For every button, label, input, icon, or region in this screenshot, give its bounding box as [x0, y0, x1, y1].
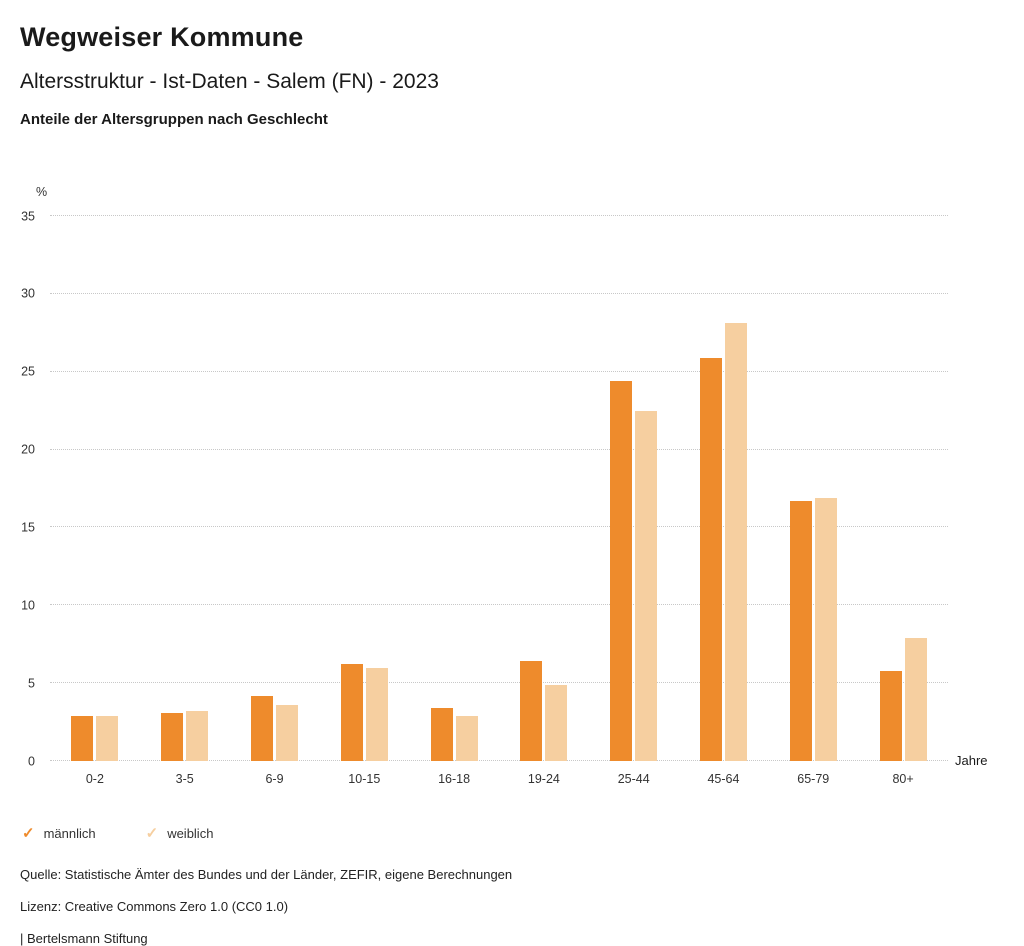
bar-männlich-0-2[interactable]	[71, 715, 94, 761]
bar-group-45-64	[699, 216, 747, 761]
bar-group-65-79	[789, 216, 837, 761]
bar-männlich-10-15[interactable]	[340, 664, 363, 761]
bar-weiblich-19-24[interactable]	[545, 684, 568, 761]
bar-männlich-16-18[interactable]	[430, 708, 453, 761]
bar-männlich-3-5[interactable]	[161, 712, 184, 761]
gridline	[50, 682, 948, 684]
checkmark-icon: ✓	[145, 825, 159, 842]
y-tick-label: 30	[21, 286, 35, 301]
bar-group-6-9	[250, 216, 298, 761]
gridline	[50, 604, 948, 606]
bar-weiblich-10-15[interactable]	[365, 667, 388, 761]
license-text: Lizenz: Creative Commons Zero 1.0 (CC0 1…	[20, 899, 289, 914]
bar-group-16-18	[430, 216, 478, 761]
y-axis-unit-label: %	[36, 185, 48, 199]
x-tick-label: 65-79	[797, 772, 830, 786]
gridline	[50, 370, 948, 372]
bar-weiblich-0-2[interactable]	[96, 715, 119, 761]
bar-chart: % Jahre 0 5 10 15 20 25 30 35 0-2 3-5 6-9 10-15 16-…	[21, 185, 1004, 786]
x-tick-label: 19-24	[527, 772, 560, 786]
bar-group-3-5	[161, 216, 209, 761]
page-title: Wegweiser Kommune	[20, 22, 304, 52]
bar-weiblich-65-79[interactable]	[814, 497, 837, 761]
x-tick-label: 6-9	[265, 772, 284, 786]
x-axis-labels: 0-2 3-5 6-9 10-15 16-18 19-24 25-44 45-64 65-79 8…	[50, 772, 948, 786]
attribution-text: | Bertelsmann Stiftung	[20, 931, 148, 946]
y-tick-label: 0	[28, 753, 35, 768]
bar-weiblich-25-44[interactable]	[635, 410, 658, 761]
bar-weiblich-80+[interactable]	[904, 638, 927, 761]
legend-item-weiblich[interactable]: ✓ weiblich	[146, 826, 214, 841]
y-tick-label: 5	[28, 675, 35, 690]
legend-label: männlich	[43, 826, 96, 841]
bar-group-0-2	[71, 216, 119, 761]
gridline	[50, 215, 948, 216]
x-tick-label: 80+	[892, 772, 914, 786]
bar-weiblich-45-64[interactable]	[724, 323, 747, 761]
plot-area: % Jahre 0 5 10 15 20 25 30 35	[21, 185, 987, 768]
gridline	[50, 760, 948, 761]
bar-group-19-24	[520, 216, 568, 761]
chart-footer: Quelle: Statistische Ämter des Bundes un…	[20, 867, 1004, 946]
bar-group-25-44	[610, 216, 658, 761]
bar-weiblich-3-5[interactable]	[186, 711, 209, 761]
y-tick-label: 35	[21, 208, 35, 223]
bar-group-80+	[879, 216, 927, 761]
chart-subtitle: Altersstruktur - Ist-Daten - Salem (FN) …	[20, 70, 439, 93]
y-tick-label: 20	[21, 442, 35, 457]
legend-item-männlich[interactable]: ✓ männlich	[22, 826, 96, 841]
x-tick-label: 0-2	[85, 772, 104, 786]
gridline	[50, 448, 948, 450]
x-tick-label: 16-18	[438, 772, 471, 786]
checkmark-icon: ✓	[22, 825, 35, 842]
gridline	[50, 526, 948, 528]
gridline	[50, 292, 948, 294]
chart-legend: ✓ männlich ✓ weiblich	[22, 826, 1004, 841]
y-tick-label: 25	[21, 364, 35, 379]
y-tick-label: 15	[21, 520, 35, 535]
bars-container	[50, 216, 948, 761]
bar-männlich-6-9[interactable]	[250, 695, 273, 761]
bar-männlich-19-24[interactable]	[520, 661, 543, 761]
x-tick-label: 25-44	[617, 772, 650, 786]
legend-label: weiblich	[167, 826, 214, 841]
bar-weiblich-6-9[interactable]	[275, 704, 298, 761]
y-tick-label: 10	[21, 598, 35, 613]
x-tick-label: 10-15	[348, 772, 381, 786]
chart-heading: Anteile der Altersgruppen nach Geschlech…	[20, 111, 328, 128]
x-tick-label: 45-64	[707, 772, 740, 786]
x-tick-label: 3-5	[175, 772, 194, 786]
source-text: Quelle: Statistische Ämter des Bundes un…	[20, 867, 513, 882]
bar-weiblich-16-18[interactable]	[455, 715, 478, 761]
bar-group-10-15	[340, 216, 388, 761]
bar-männlich-45-64[interactable]	[699, 357, 722, 761]
x-axis-unit-label: Jahre	[955, 752, 988, 768]
bar-männlich-80+[interactable]	[879, 670, 902, 761]
bar-männlich-65-79[interactable]	[789, 500, 812, 761]
bar-männlich-25-44[interactable]	[610, 381, 633, 761]
